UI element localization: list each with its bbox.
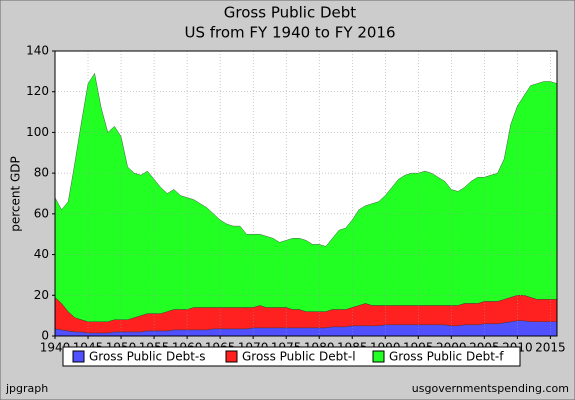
y-tick-label: 80	[34, 166, 49, 180]
x-tick-label: 2015	[535, 341, 566, 355]
y-tick-label: 60	[34, 206, 49, 220]
legend-label: Gross Public Debt-f	[389, 350, 504, 364]
legend-swatch	[72, 350, 85, 363]
legend-swatch	[225, 350, 238, 363]
legend-label: Gross Public Debt-s	[89, 350, 205, 364]
y-tick-label: 120	[26, 84, 49, 98]
footer-right: usgovernmentspending.com	[412, 382, 569, 395]
legend	[62, 346, 521, 367]
legend-swatch	[372, 350, 385, 363]
legend-label: Gross Public Debt-l	[242, 350, 356, 364]
y-tick-label: 140	[26, 44, 49, 58]
chart-title: Gross Public Debt	[224, 4, 356, 22]
y-tick-label: 40	[34, 247, 49, 261]
y-tick-label: 100	[26, 125, 49, 139]
plot-frame	[54, 50, 558, 337]
footer-left: jpgraph	[5, 382, 48, 395]
chart-subtitle: US from FY 1940 to FY 2016	[184, 24, 395, 42]
y-tick-label: 0	[41, 329, 49, 343]
y-axis-label: percent GDP	[9, 156, 23, 232]
y-tick-label: 20	[34, 288, 49, 302]
